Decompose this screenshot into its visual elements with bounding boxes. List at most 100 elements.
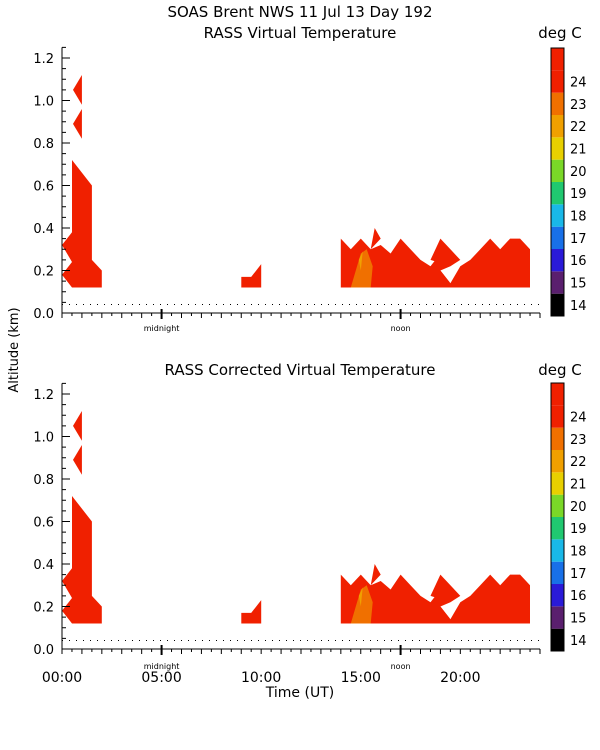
contour-region: [430, 266, 451, 284]
contour-region: [62, 160, 102, 288]
colorbar-swatch: [551, 606, 564, 629]
colorbar-tick-label: 24: [570, 76, 587, 91]
heatmap-regions: [62, 75, 530, 288]
colorbar-tick-label: 24: [570, 411, 587, 426]
colorbar-tick-label: 18: [570, 210, 587, 225]
x-tick-label: 10:00: [241, 670, 281, 686]
y-tick-label: 0.0: [33, 643, 54, 658]
colorbar-swatch: [551, 628, 564, 651]
y-tick-label: 1.2: [33, 52, 54, 67]
colorbar-tick-label: 22: [570, 455, 587, 470]
colorbar-swatch: [551, 472, 564, 495]
colorbar-tick-label: 14: [570, 299, 587, 314]
heatmap-regions: [62, 411, 530, 624]
y-tick-label: 1.2: [33, 388, 54, 403]
y-tick-label: 0.8: [33, 137, 54, 152]
x-marker-label: noon: [391, 662, 411, 671]
contour-region: [358, 587, 363, 607]
x-tick-label: 05:00: [141, 670, 181, 686]
panel-top: RASS Virtual Temperature deg C 0.0 0.2 0.4…: [33, 24, 586, 333]
y-tick-label: 0.6: [33, 180, 54, 195]
contour-region: [73, 109, 82, 139]
colorbar-tick-label: 21: [570, 143, 587, 158]
colorbar-tick-label: 15: [570, 277, 587, 292]
contour-region: [358, 251, 363, 271]
x-tick-label: 00:00: [42, 670, 82, 686]
colorbar-tick-label: 23: [570, 98, 587, 113]
colorbar: 14 15 16 17 18 19 20 21 22 23 24: [550, 382, 587, 652]
colorbar-swatch: [551, 204, 564, 227]
contour-region: [430, 602, 451, 620]
y-tick-label: 0.8: [33, 473, 54, 488]
contour-region: [62, 496, 102, 624]
y-tick-label: 0.0: [33, 307, 54, 322]
colorbar-tick-label: 17: [570, 567, 587, 582]
colorbar-tick-label: 19: [570, 522, 587, 537]
y-tick-label: 0.2: [33, 265, 54, 280]
contour-region: [241, 264, 262, 288]
colorbar-tick-label: 16: [570, 589, 587, 604]
colorbar-label: deg C: [538, 24, 582, 42]
y-tick-label: 0.2: [33, 601, 54, 616]
colorbar-swatch: [551, 70, 564, 93]
y-axis-label: Altitude (km): [7, 307, 22, 392]
colorbar-tick-label: 23: [570, 433, 587, 448]
colorbar-tick-label: 22: [570, 120, 587, 135]
contour-region: [73, 445, 82, 475]
colorbar-swatch: [551, 494, 564, 517]
colorbar-frame: [550, 382, 565, 652]
x-axis-label: Time (UT): [265, 685, 334, 701]
contour-region: [430, 574, 461, 603]
y-tick-label: 0.4: [33, 222, 54, 237]
axes: 0.0 0.2 0.4 0.6 0.8 1.0 1.2 midnight noon: [33, 46, 541, 333]
colorbar-tick-label: 15: [570, 612, 587, 627]
colorbar-swatch: [551, 405, 564, 428]
colorbar-swatch: [551, 115, 564, 138]
panel-bottom: RASS Corrected Virtual Temperature deg C…: [33, 361, 586, 701]
y-tick-label: 1.0: [33, 95, 54, 110]
colorbar-swatch: [551, 561, 564, 584]
colorbar-frame: [550, 47, 565, 317]
colorbar-swatch: [551, 182, 564, 205]
colorbar-swatch: [551, 539, 564, 562]
y-tick-label: 1.0: [33, 431, 54, 446]
colorbar-swatch: [551, 271, 564, 294]
colorbar-tick-label: 20: [570, 165, 587, 180]
colorbar-swatch: [551, 427, 564, 450]
contour-region: [241, 600, 262, 624]
colorbar-tick-label: 16: [570, 254, 587, 269]
contour-region: [350, 585, 373, 624]
contour-region: [73, 75, 82, 105]
contour-region: [340, 564, 530, 624]
panel-title: RASS Virtual Temperature: [204, 24, 397, 42]
contour-region: [340, 228, 530, 288]
colorbar-tick-label: 17: [570, 232, 587, 247]
x-marker-label: midnight: [144, 324, 180, 333]
colorbar-tick-label: 20: [570, 500, 587, 515]
y-tick-label: 0.4: [33, 558, 54, 573]
colorbar-swatch: [551, 159, 564, 182]
colorbar-swatch: [551, 226, 564, 249]
x-tick-label: 20:00: [440, 670, 480, 686]
colorbar-swatch: [551, 293, 564, 316]
colorbar-tick-label: 18: [570, 545, 587, 560]
contour-region: [73, 411, 82, 441]
y-tick-label: 0.6: [33, 516, 54, 531]
axes: 0.0 0.2 0.4 0.6 0.8 1.0 1.2 midnight noon 00:00 05…: [33, 382, 541, 686]
contour-region: [350, 249, 373, 288]
colorbar-tick-label: 21: [570, 478, 587, 493]
colorbar-swatch: [551, 450, 564, 473]
colorbar-swatch: [551, 137, 564, 160]
colorbar-swatch: [551, 383, 564, 406]
colorbar-swatch: [551, 92, 564, 115]
colorbar-swatch: [551, 48, 564, 71]
panel-title: RASS Corrected Virtual Temperature: [165, 361, 436, 379]
contour-region: [430, 238, 461, 267]
x-tick-label: 15:00: [341, 670, 381, 686]
colorbar-swatch: [551, 249, 564, 272]
colorbar-tick-label: 14: [570, 634, 587, 649]
colorbar-swatch: [551, 584, 564, 607]
colorbar-label: deg C: [538, 361, 582, 379]
colorbar-swatch: [551, 517, 564, 540]
